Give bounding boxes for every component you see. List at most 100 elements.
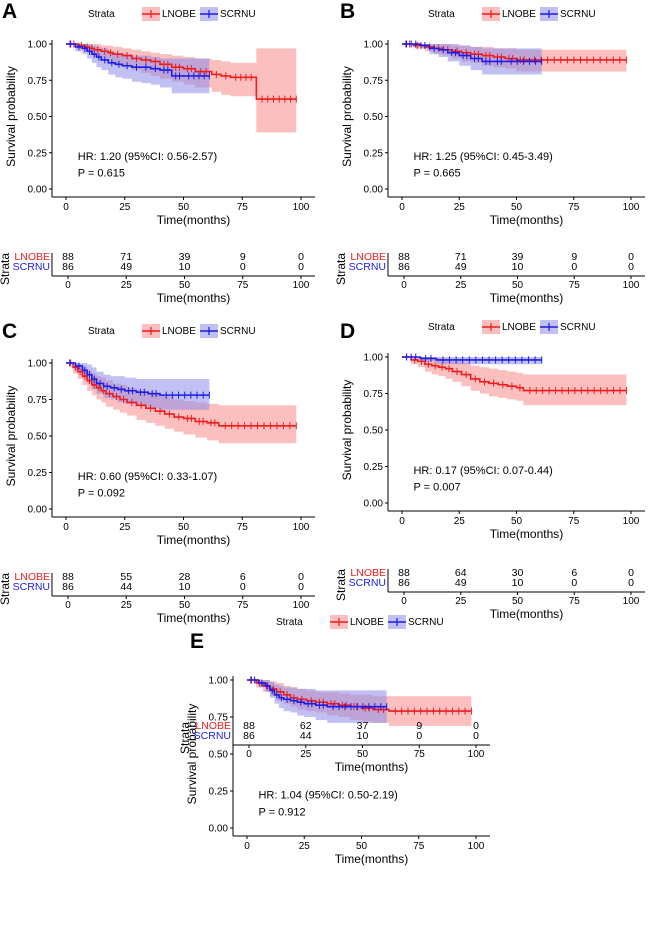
risk-count: 0 [240, 581, 246, 593]
risk-count: 49 [455, 577, 467, 589]
x-tick-label: 0 [63, 202, 69, 213]
risk-x-axis-title: Time(months) [490, 607, 564, 621]
risk-count: 6 [240, 571, 246, 583]
risk-row-label-scrnu: SCRNU [349, 577, 386, 589]
risk-count: 39 [179, 251, 191, 263]
risk-count: 49 [120, 261, 132, 273]
y-tick-label: 0.75 [28, 395, 48, 406]
risk-row-label-scrnu: SCRNU [13, 261, 50, 273]
risk-count: 0 [628, 567, 634, 579]
legend-label: LNOBE [162, 326, 196, 337]
p-value-annotation: P = 0.665 [413, 168, 460, 180]
legend-title: Strata [88, 326, 115, 337]
legend: Strata LNOBE SCRNU [88, 324, 256, 338]
y-tick-label: 0.00 [28, 185, 48, 196]
risk-count: 64 [455, 567, 467, 579]
x-tick-label: 75 [413, 841, 425, 852]
risk-row-label-lnobe: LNOBE [350, 567, 386, 579]
risk-count: 88 [398, 251, 410, 263]
risk-count: 86 [62, 261, 74, 273]
hr-annotation: HR: 0.60 (95%CI: 0.33-1.07) [78, 471, 217, 483]
risk-x-tick-label: 0 [65, 280, 71, 291]
x-tick-label: 0 [244, 841, 250, 852]
risk-count: 39 [512, 251, 524, 263]
risk-x-tick-label: 100 [623, 596, 640, 607]
risk-count: 0 [628, 261, 634, 273]
risk-row-label-lnobe: LNOBE [14, 571, 50, 583]
legend-label: LNOBE [502, 322, 536, 333]
risk-count: 86 [398, 577, 410, 589]
legend-label: SCRNU [220, 9, 256, 20]
x-tick-label: 0 [399, 516, 405, 527]
risk-count: 88 [243, 720, 255, 732]
risk-row-label-lnobe: LNOBE [350, 251, 386, 263]
ci-band-lnobe [402, 357, 627, 406]
risk-x-axis-title: Time(months) [157, 611, 231, 625]
x-axis-title: Time(months) [490, 527, 564, 541]
risk-count: 0 [298, 571, 304, 583]
survival-curve-scrnu [247, 679, 387, 708]
risk-count: 55 [120, 571, 132, 583]
risk-count: 86 [398, 261, 410, 273]
risk-x-tick-label: 25 [121, 280, 133, 291]
risk-count: 0 [571, 261, 577, 273]
y-tick-label: 0.25 [28, 468, 48, 479]
y-tick-label: 1.00 [364, 353, 384, 364]
legend-title: Strata [428, 9, 455, 20]
y-tick-label: 0.25 [364, 462, 384, 473]
x-axis-title: Time(months) [335, 852, 409, 866]
y-tick-label: 0.00 [364, 499, 384, 510]
legend-label: SCRNU [560, 322, 596, 333]
hr-annotation: HR: 1.04 (95%CI: 0.50-2.19) [258, 789, 397, 801]
risk-count: 88 [62, 571, 74, 583]
y-tick-label: 0.50 [209, 750, 229, 761]
y-tick-label: 1.00 [209, 676, 229, 687]
x-tick-label: 75 [237, 522, 249, 533]
risk-table-title: Strata [0, 573, 12, 605]
risk-x-tick-label: 25 [455, 280, 467, 291]
y-axis-title: Survival probability [340, 380, 354, 481]
y-tick-label: 0.75 [28, 76, 48, 87]
risk-x-tick-label: 25 [300, 749, 312, 760]
y-tick-label: 0.50 [28, 432, 48, 443]
y-tick-label: 0.75 [364, 76, 384, 87]
y-tick-label: 1.00 [364, 40, 384, 51]
risk-count: 88 [398, 567, 410, 579]
risk-count: 71 [120, 251, 132, 263]
risk-count: 37 [357, 720, 369, 732]
x-tick-label: 100 [623, 516, 640, 527]
legend-title: Strata [428, 322, 455, 333]
risk-x-axis-title: Time(months) [335, 760, 409, 774]
risk-x-tick-label: 75 [414, 749, 426, 760]
risk-row-label-scrnu: SCRNU [349, 261, 386, 273]
y-axis-title: Survival probability [4, 386, 18, 487]
p-value-annotation: P = 0.007 [413, 482, 460, 494]
y-tick-label: 0.75 [209, 713, 229, 724]
risk-count: 9 [240, 251, 246, 263]
y-tick-label: 0.50 [28, 112, 48, 123]
risk-x-tick-label: 100 [468, 749, 485, 760]
panel-letter: C [2, 320, 17, 343]
x-tick-label: 100 [623, 202, 640, 213]
risk-x-tick-label: 75 [569, 596, 581, 607]
risk-count: 0 [416, 730, 422, 742]
y-tick-label: 0.00 [209, 824, 229, 835]
risk-row-label-lnobe: LNOBE [14, 251, 50, 263]
legend: Strata LNOBE SCRNU [428, 320, 596, 334]
risk-table-title: Strata [178, 722, 192, 754]
x-axis-title: Time(months) [490, 213, 564, 227]
y-axis-title: Survival probability [185, 704, 199, 805]
survival-curve-lnobe [402, 356, 627, 392]
risk-x-tick-label: 100 [293, 600, 310, 611]
risk-count: 86 [243, 730, 255, 742]
x-axis-title: Time(months) [157, 213, 231, 227]
y-tick-label: 0.50 [364, 426, 384, 437]
x-tick-label: 25 [454, 516, 466, 527]
y-tick-label: 0.00 [364, 185, 384, 196]
y-axis-title: Survival probability [340, 66, 354, 167]
